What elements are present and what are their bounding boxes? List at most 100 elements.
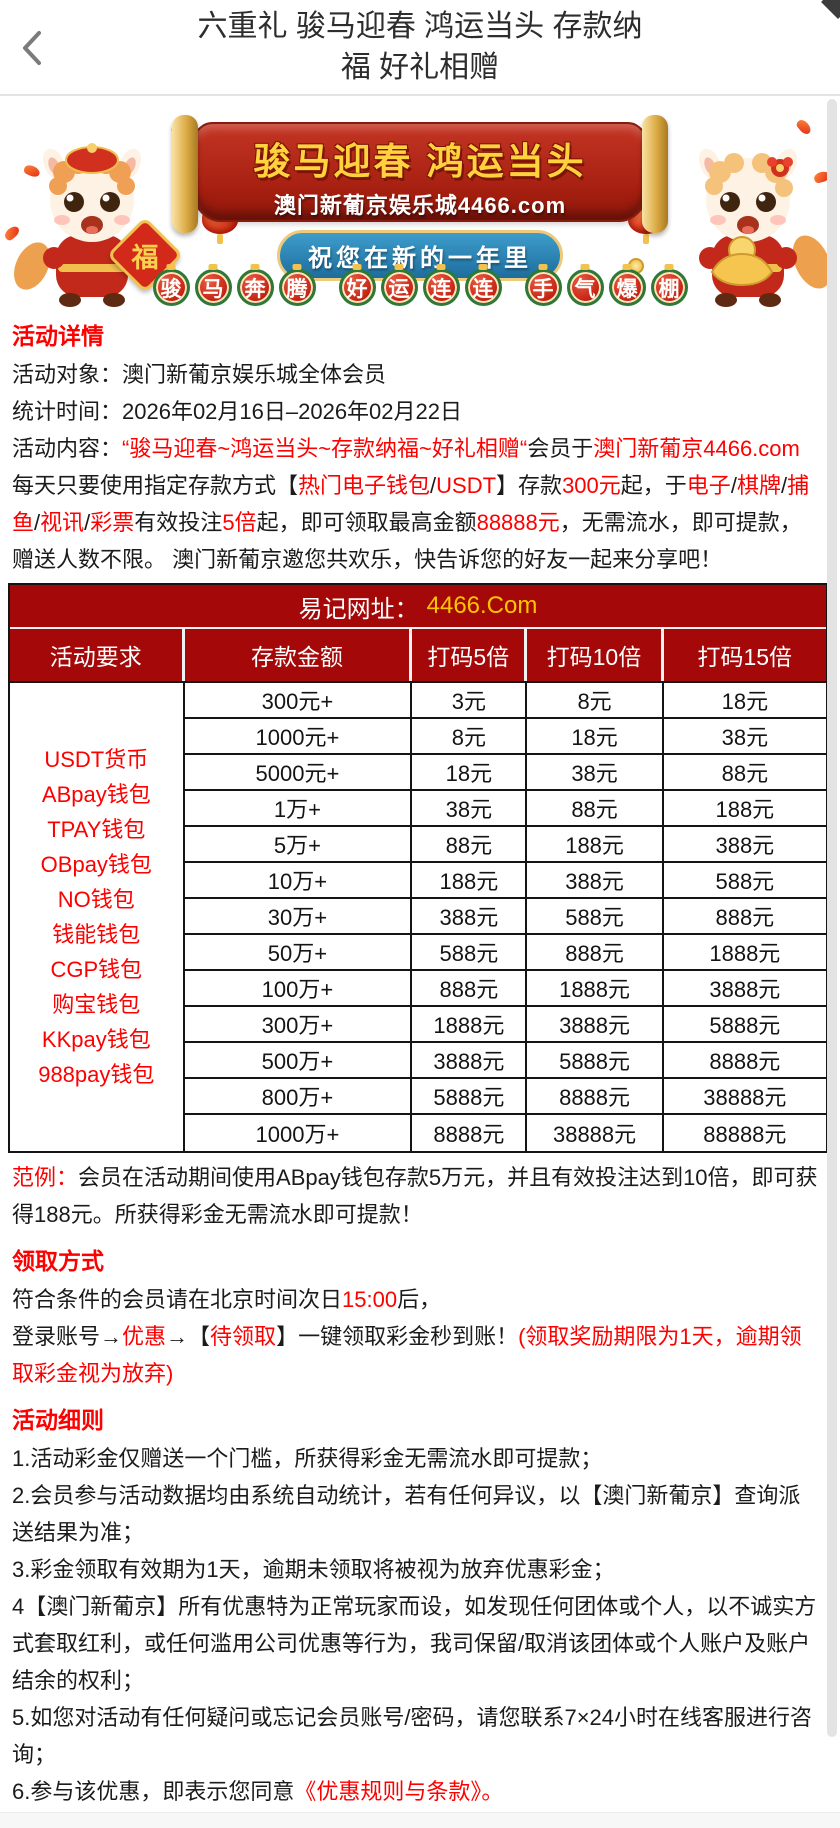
- bonus-15x-cell: 38元: [721, 725, 769, 750]
- text-segment: 3.彩金领取有效期为1天，逾期未领取将被视为放弃优惠彩金；: [12, 1557, 615, 1582]
- bonus-5x-cell: 38元: [412, 791, 528, 825]
- text-segment: 登录账号→: [12, 1324, 123, 1349]
- text-segment: 。: [481, 1779, 504, 1804]
- deposit-amount-cell: 5000元+: [185, 755, 413, 789]
- rule-item: 1.活动彩金仅赠送一个门槛，所获得彩金无需流水即可提款；: [12, 1440, 820, 1477]
- deposit-amount-cell: 5万+: [185, 827, 413, 861]
- deposit-amount-cell: 300万+: [185, 1007, 413, 1041]
- navbar: 六重礼 骏马迎春 鸿运当头 存款纳福 好礼相赠: [0, 0, 840, 96]
- chevron-left-icon: [23, 31, 41, 65]
- table-row: 1万+ 38元 88元 188元: [184, 791, 826, 827]
- bonus-10x-cell: 38元: [527, 755, 664, 789]
- horse-mascot-right: [698, 148, 832, 307]
- bonus-15x-cell: 38888元: [703, 1085, 787, 1110]
- bonus-10x-cell: 18元: [527, 719, 664, 753]
- text-segment: 活动对象：澳门新葡京娱乐城全体会员: [12, 362, 387, 387]
- bonus-15x-cell: 88元: [721, 761, 769, 786]
- text-segment: 会员在活动期间使用ABpay钱包存款5万元，并且有效投注达到10倍，即可获得18…: [12, 1165, 818, 1227]
- bonus-10x-cell: 188元: [527, 827, 664, 861]
- bonus-15x-cell: 3888元: [709, 977, 781, 1002]
- deposit-amount-cell: 100万+: [185, 971, 413, 1005]
- table-row: 500万+ 3888元 5888元 8888元: [184, 1043, 826, 1079]
- deposit-amount-cell: 500万+: [185, 1043, 413, 1077]
- bonus-10x-cell: 38888元: [527, 1115, 664, 1151]
- rule-item: 5.如您对活动有任何疑问或忘记会员账号/密码，请您联系7×24小时在线客服进行咨…: [12, 1699, 820, 1773]
- detail-line-object: 活动对象：澳门新葡京娱乐城全体会员: [12, 356, 820, 393]
- wallet-name: 购宝钱包: [52, 992, 141, 1017]
- deposit-amount-cell: 1000万+: [185, 1115, 413, 1151]
- wallet-name: ABpay钱包: [41, 782, 151, 807]
- text-segment: 范例：: [12, 1165, 79, 1190]
- claim-line-2: 登录账号→优惠→【待领取】一键领取彩金秒到账！(领取奖励期限为1天，逾期领取彩金…: [12, 1318, 820, 1392]
- bonus-5x-cell: 8888元: [412, 1115, 528, 1151]
- table-row: 800万+ 5888元 8888元 38888元: [184, 1079, 826, 1115]
- text-segment: /: [34, 510, 41, 535]
- back-button[interactable]: [14, 26, 50, 70]
- badge-char: 连: [464, 269, 502, 306]
- badge-char: 连: [422, 269, 460, 306]
- badge-char: 奔: [236, 269, 274, 306]
- bonus-15x-cell: 1888元: [709, 941, 781, 966]
- deposit-amount-cell: 30万+: [185, 899, 413, 933]
- badge-char: 马: [194, 269, 232, 306]
- text-segment: /: [730, 473, 737, 498]
- table-url-band: 易记网址： 4466.Com: [10, 585, 826, 629]
- page-title: 六重礼 骏马迎春 鸿运当头 存款纳福 好礼相赠: [197, 10, 643, 84]
- table-row: 300元+ 3元 8元 18元: [184, 683, 826, 719]
- text-segment: →【: [166, 1324, 211, 1349]
- wallet-list-cell: USDT货币 ABpay钱包 TPAY钱包 OBpay钱包 NO钱包 钱能钱包 …: [10, 683, 185, 1151]
- badge-char: 骏: [152, 269, 190, 306]
- text-segment: 《优惠规则与条款》: [294, 1779, 482, 1804]
- deposit-amount-cell: 50万+: [185, 935, 413, 969]
- deposit-amount-cell: 300元+: [185, 683, 413, 717]
- scrollbar-thumb[interactable]: [827, 99, 837, 1737]
- table-row: 50万+ 588元 888元 1888元: [184, 935, 826, 971]
- text-segment: 每天只要使用指定存款方式【: [12, 473, 299, 498]
- bonus-15x-cell: 888元: [715, 905, 775, 930]
- petal-decoration: [795, 117, 813, 137]
- text-segment: 后，: [397, 1287, 442, 1312]
- text-segment: 】存款: [496, 473, 563, 498]
- bonus-5x-cell: 3888元: [412, 1043, 528, 1077]
- wallet-name: USDT货币: [44, 747, 149, 772]
- url-band-address: 4466.Com: [426, 592, 538, 619]
- bonus-10x-cell: 8888元: [527, 1079, 664, 1113]
- bonus-15x-cell: 588元: [715, 869, 775, 894]
- table-row: 100万+ 888元 1888元 3888元: [184, 971, 826, 1007]
- text-segment: 6.参与该优惠，即表示您同意: [12, 1779, 295, 1804]
- url-band-label: 易记网址：: [298, 595, 419, 623]
- table-row: 30万+ 388元 588元 888元: [184, 899, 826, 935]
- text-segment: 会员于: [527, 436, 594, 461]
- badge-char: 棚: [650, 269, 688, 306]
- section-heading-details: 活动详情: [12, 323, 104, 349]
- text-segment: “骏马迎春~鸿运当头~存款纳福~好礼相赠“: [122, 436, 528, 461]
- table-header-row: 活动要求 存款金额 打码5倍 打码10倍 打码15倍: [10, 629, 826, 681]
- text-segment: 待领取: [210, 1324, 277, 1349]
- text-segment: 热门电子钱包: [298, 473, 431, 498]
- badge-char: 爆: [608, 269, 646, 306]
- wallet-name: KKpay钱包: [41, 1027, 151, 1052]
- bonus-5x-cell: 5888元: [412, 1079, 528, 1113]
- wallet-name: 钱能钱包: [52, 922, 141, 947]
- badge-char: 腾: [278, 269, 316, 306]
- table-row: 10万+ 188元 388元 588元: [184, 863, 826, 899]
- promo-content: 活动详情 活动对象：澳门新葡京娱乐城全体会员 统计时间：2026年02月16日–…: [0, 317, 840, 1810]
- rules-list: 1.活动彩金仅赠送一个门槛，所获得彩金无需流水即可提款； 2.会员参与活动数据均…: [12, 1440, 820, 1810]
- badge-char: 运: [380, 269, 418, 306]
- bonus-5x-cell: 188元: [412, 863, 528, 897]
- example-paragraph: 范例：会员在活动期间使用ABpay钱包存款5万元，并且有效投注达到10倍，即可获…: [12, 1159, 820, 1233]
- table-row: 300万+ 1888元 3888元 5888元: [184, 1007, 826, 1043]
- corner-icon-fragment: [821, 0, 840, 19]
- text-segment: 捕鱼: [12, 473, 810, 535]
- table-row: 1000万+ 8888元 38888元 88888元: [185, 1115, 826, 1151]
- deposit-amount-cell: 1万+: [185, 791, 413, 825]
- text-segment: 4【澳门新葡京】所有优惠特为正常玩家而设，如发现任何团体或个人，以不诚实方式套取…: [12, 1594, 817, 1693]
- table-row: 5000元+ 18元 38元 88元: [184, 755, 826, 791]
- bonus-15x-cell: 18元: [721, 689, 769, 714]
- section-heading-claim: 领取方式: [12, 1248, 104, 1274]
- text-segment: 优惠: [122, 1324, 167, 1349]
- text-segment: 统计时间：2026年02月16日–2026年02月22日: [12, 399, 463, 424]
- text-segment: 】一键领取彩金秒到账！: [276, 1324, 519, 1349]
- badge-char: 手: [524, 269, 562, 306]
- wallet-name: CGP钱包: [50, 957, 143, 982]
